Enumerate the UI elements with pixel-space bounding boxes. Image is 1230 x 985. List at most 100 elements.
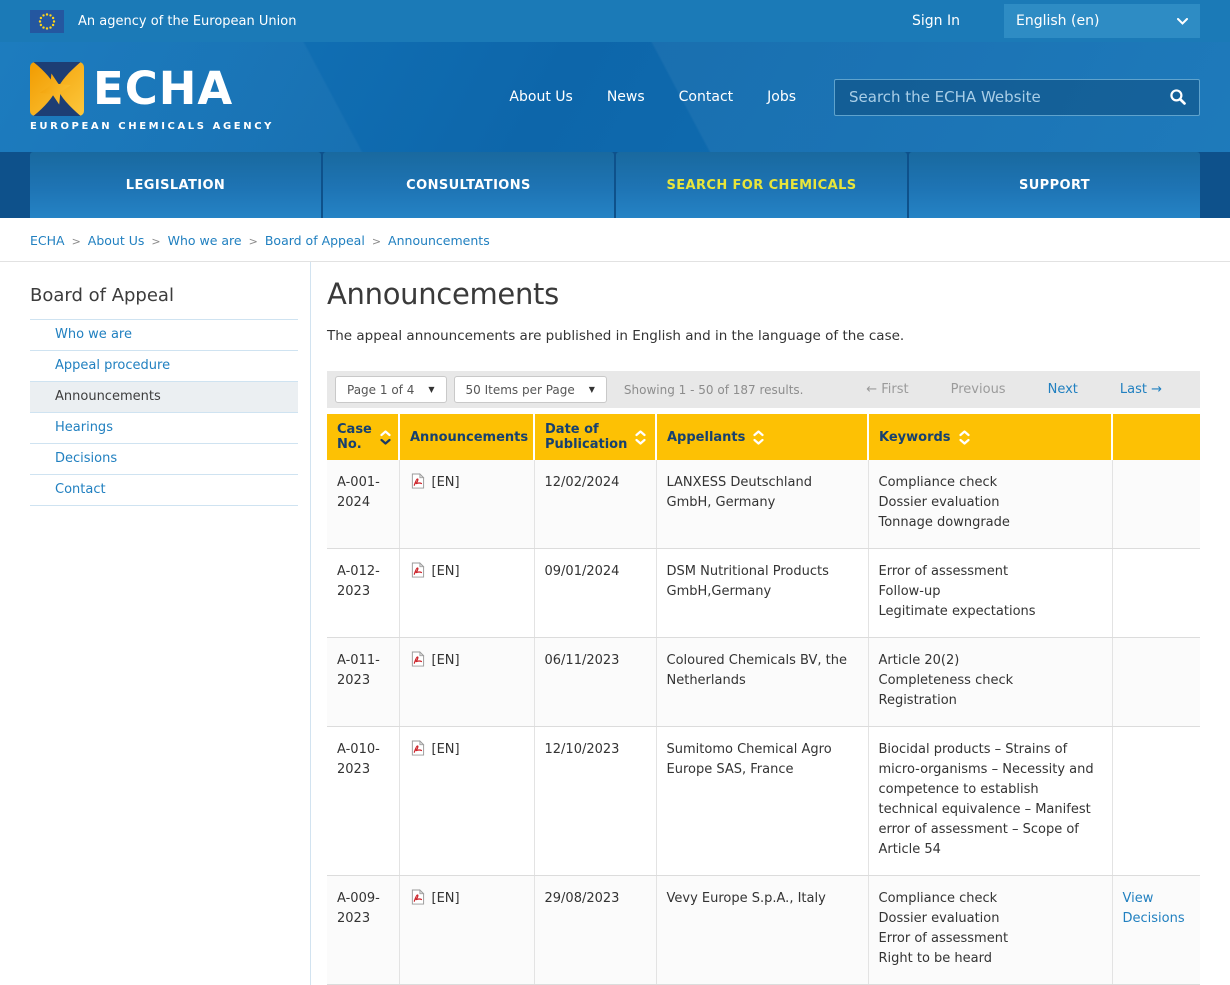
pager-first: ← First (866, 382, 909, 397)
search-input[interactable] (847, 87, 1161, 107)
column-header-case-no[interactable]: Case No. (327, 414, 400, 460)
column-header-announcements: Announcements (399, 414, 535, 460)
view-decisions-link[interactable]: View Decisions (1122, 891, 1185, 926)
links-cell (1112, 637, 1200, 727)
pdf-icon[interactable] (410, 740, 425, 763)
sort-icon (635, 429, 646, 445)
breadcrumb-separator: > (248, 235, 258, 248)
case-no-cell: A-011-2023 (327, 637, 400, 727)
column-header-appellants[interactable]: Appellants (656, 414, 869, 460)
table-row: A-001-2024 [EN] 12/02/2024 LANXESS Deuts… (327, 460, 1200, 549)
page-intro: The appeal announcements are published i… (327, 328, 905, 344)
table-row: A-010-2023 [EN] 12/10/2023 Sumitomo Chem… (327, 726, 1200, 876)
announcements-table-body: A-001-2024 [EN] 12/02/2024 LANXESS Deuts… (327, 460, 1200, 985)
sign-in-link[interactable]: Sign In (912, 13, 960, 29)
sidebar-item-who-we-are: Who we are (30, 319, 298, 350)
search-icon[interactable] (1169, 88, 1187, 106)
links-cell (1112, 460, 1200, 549)
dropdown-caret-icon: ▼ (428, 385, 435, 394)
date-cell: 06/11/2023 (534, 637, 657, 727)
tab-consultations[interactable]: CONSULTATIONS (323, 152, 614, 218)
announcement-cell: [EN] (399, 460, 535, 549)
pager-links: ← First Previous Next Last → (866, 382, 1192, 397)
appellants-cell: LANXESS Deutschland GmbH, Germany (656, 460, 869, 549)
sort-icon (380, 429, 391, 445)
sort-icon (958, 429, 970, 445)
breadcrumb-board-of-appeal[interactable]: Board of Appeal (264, 233, 365, 248)
main-navigation: LEGISLATION CONSULTATIONS SEARCH FOR CHE… (0, 152, 1230, 218)
sort-icon (753, 429, 764, 445)
links-cell (1112, 548, 1200, 638)
column-header-actions (1112, 414, 1200, 460)
pdf-icon[interactable] (410, 889, 425, 912)
announcement-cell: [EN] (399, 637, 535, 727)
pager-last[interactable]: Last → (1119, 382, 1162, 397)
sidebar: Board of Appeal Who we are Appeal proced… (30, 262, 311, 985)
sidebar-item-contact: Contact (30, 474, 298, 506)
pdf-icon[interactable] (410, 473, 425, 496)
header-nav-news[interactable]: News (606, 89, 645, 105)
case-no-cell: A-001-2024 (327, 460, 400, 549)
announcement-pdf-link[interactable]: [EN] (431, 564, 460, 579)
sidebar-item-hearings: Hearings (30, 412, 298, 443)
content-area: Board of Appeal Who we are Appeal proced… (30, 262, 1200, 985)
page-title: Announcements (327, 277, 559, 311)
header-nav-about-us[interactable]: About Us (509, 89, 573, 105)
keywords-cell: Error of assessment Follow-up Legitimate… (868, 548, 1113, 638)
breadcrumb-separator: > (371, 235, 382, 248)
chevron-down-icon (1177, 17, 1188, 25)
results-count: Showing 1 - 50 of 187 results. (623, 382, 804, 397)
keywords-cell: Article 20(2) Completeness check Registr… (868, 637, 1113, 727)
sidebar-item-announcements: Announcements (30, 381, 298, 412)
announcement-cell: [EN] (399, 726, 535, 876)
logo-wordmark: ECHA (93, 62, 234, 116)
column-header-keywords[interactable]: Keywords (868, 414, 1113, 460)
breadcrumb-separator: > (71, 235, 81, 248)
site-search (834, 78, 1200, 116)
announcement-pdf-link[interactable]: [EN] (431, 891, 460, 906)
announcement-pdf-link[interactable]: [EN] (431, 653, 460, 668)
breadcrumb-about-us[interactable]: About Us (87, 233, 145, 248)
header-nav: About Us News Contact Jobs (509, 89, 796, 105)
announcements-table: Case No. Announcements Date of Publicati… (327, 414, 1200, 985)
language-selector-label: English (en) (1016, 13, 1100, 29)
column-header-date[interactable]: Date of Publication (534, 414, 657, 460)
sidebar-item-appeal-procedure: Appeal procedure (30, 350, 298, 381)
date-cell: 12/02/2024 (534, 460, 657, 549)
pager-next[interactable]: Next (1047, 382, 1078, 397)
echa-logo[interactable]: ECHA EUROPEAN CHEMICALS AGENCY (30, 62, 274, 132)
pdf-icon[interactable] (410, 562, 425, 585)
tab-legislation[interactable]: LEGISLATION (30, 152, 321, 218)
header-nav-jobs[interactable]: Jobs (767, 89, 796, 105)
language-selector[interactable]: English (en) (1004, 4, 1200, 38)
pdf-icon[interactable] (410, 651, 425, 674)
date-cell: 09/01/2024 (534, 548, 657, 638)
announcement-cell: [EN] (399, 548, 535, 638)
top-utility-bar: An agency of the European Union Sign In … (0, 0, 1230, 42)
sidebar-title: Board of Appeal (30, 285, 174, 306)
tab-search-for-chemicals[interactable]: SEARCH FOR CHEMICALS (616, 152, 907, 218)
table-row: A-012-2023 [EN] 09/01/2024 DSM Nutrition… (327, 548, 1200, 638)
case-no-cell: A-010-2023 (327, 726, 400, 876)
main-panel: Announcements The appeal announcements a… (311, 262, 1200, 985)
breadcrumb-separator: > (151, 235, 161, 248)
page-select[interactable]: Page 1 of 4 ▼ (335, 376, 447, 403)
announcement-pdf-link[interactable]: [EN] (431, 475, 460, 490)
case-no-cell: A-012-2023 (327, 548, 400, 638)
pagination-bar: Page 1 of 4 ▼ 50 Items per Page ▼ Showin… (327, 371, 1200, 408)
appellants-cell: Coloured Chemicals BV, the Netherlands (656, 637, 869, 727)
keywords-cell: Biocidal products – Strains of micro-org… (868, 726, 1113, 876)
tab-support[interactable]: SUPPORT (909, 152, 1200, 218)
breadcrumb-who-we-are[interactable]: Who we are (167, 233, 242, 248)
breadcrumb: ECHA > About Us > Who we are > Board of Appeal… (0, 218, 1230, 262)
breadcrumb-echa[interactable]: ECHA (30, 233, 65, 248)
keywords-cell: Compliance check Dossier evaluation Tonn… (868, 460, 1113, 549)
header-nav-contact[interactable]: Contact (678, 89, 734, 105)
date-cell: 12/10/2023 (534, 726, 657, 876)
appellants-cell: Sumitomo Chemical Agro Europe SAS, Franc… (656, 726, 869, 876)
items-per-page-select[interactable]: 50 Items per Page ▼ (453, 376, 607, 403)
announcement-pdf-link[interactable]: [EN] (431, 742, 460, 757)
breadcrumb-announcements[interactable]: Announcements (388, 233, 490, 248)
echa-logo-icon (30, 62, 84, 116)
eu-flag-icon (30, 9, 64, 33)
